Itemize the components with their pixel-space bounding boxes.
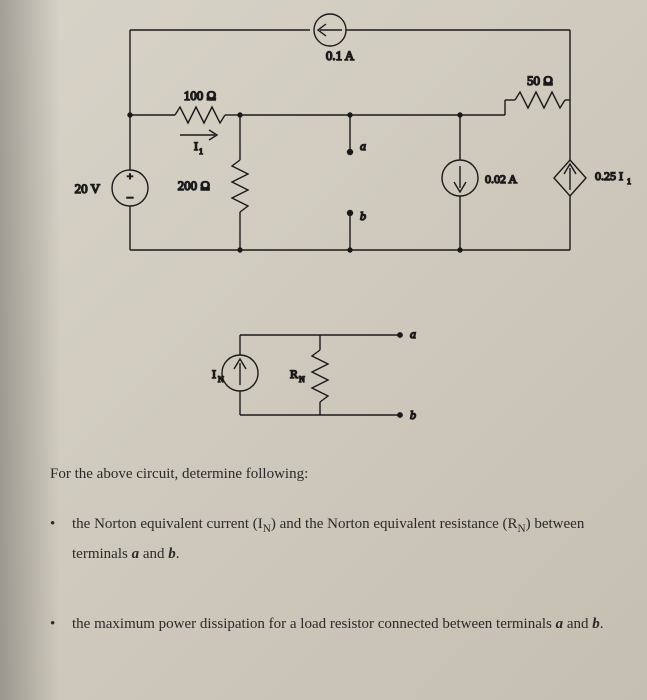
svg-text:+: + [127,171,133,183]
r50-label: 50 Ω [527,73,553,88]
terminal-a-label: a [360,139,366,153]
norton-b: b [410,408,416,422]
main-circuit-diagram: 0.1 A 100 Ω I 1 + − 20 V 200 Ω a [0,0,647,300]
intro-text: For the above circuit, determine followi… [50,466,308,482]
rn-label: R [290,367,298,381]
r100-label: 100 Ω [184,88,216,103]
i1-sub: 1 [199,147,203,156]
norton-equiv-diagram: I N R N a b [0,300,647,450]
r200-label: 200 Ω [178,178,210,193]
idep-sub: 1 [627,177,631,186]
rn-sub: N [299,375,305,384]
question-bullet-2: • the maximum power dissipation for a lo… [50,610,617,639]
idep-label: 0.25 I [595,169,623,183]
in-sub: N [218,375,224,384]
i02-label: 0.02 A [485,172,517,186]
svg-text:−: − [126,190,133,205]
in-label: I [212,367,216,381]
v1-label: 20 V [75,181,101,196]
itop-label: 0.1 A [326,48,355,63]
question-intro: For the above circuit, determine followi… [50,460,617,489]
norton-a: a [410,327,416,341]
question-bullet-1: • the Norton equivalent current (IN) and… [50,510,617,569]
terminal-b-label: b [360,209,366,223]
i1-label: I [194,139,198,153]
